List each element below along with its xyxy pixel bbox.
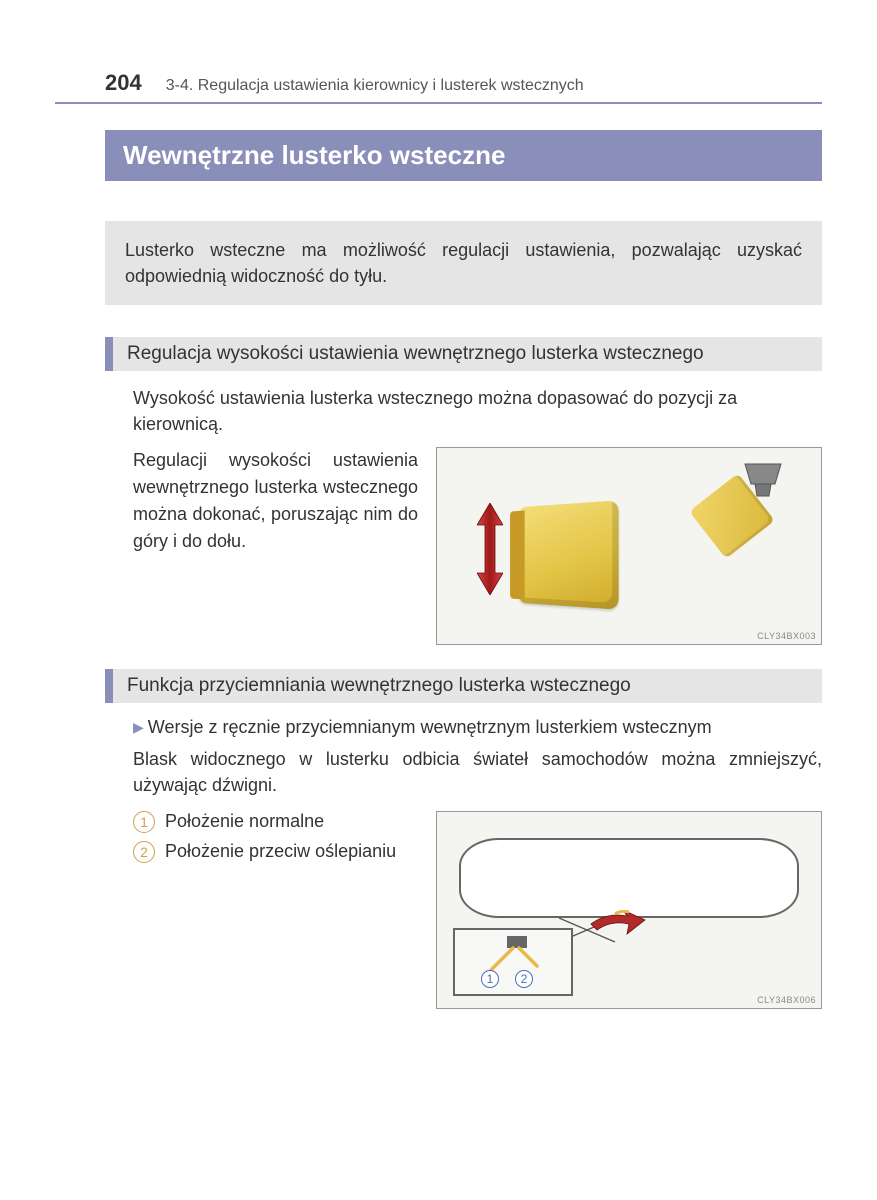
diagram-code-1: CLY34BX003	[757, 631, 816, 641]
mirror-outline-icon	[459, 838, 799, 918]
inset-lever-icon	[489, 936, 545, 976]
inset-box: 1 2	[453, 928, 573, 996]
position-list: 1 Położenie normalne 2 Położenie przeciw…	[133, 811, 418, 1009]
subhead-text: Wersje z ręcznie przyciemnianym wewnętrz…	[148, 717, 712, 737]
section-heading-height: Regulacja wysokości ustawienia wewnętrzn…	[105, 337, 822, 371]
subhead-marker-icon: ▶	[133, 719, 144, 735]
page-header: 204 3-4. Regulacja ustawienia kierownicy…	[55, 70, 822, 96]
page-title: Wewnętrzne lusterko wsteczne	[105, 130, 822, 181]
diagram-mirror-dimming: 1 2 CLY34BX006	[436, 811, 822, 1009]
section2-subhead: ▶Wersje z ręcznie przyciemnianym wewnętr…	[133, 717, 822, 738]
diagram-code-2: CLY34BX006	[757, 995, 816, 1005]
page-number: 204	[105, 70, 142, 96]
lever-arrow-icon	[587, 910, 653, 944]
mirror-body-icon	[518, 501, 619, 610]
section2-para: Blask widocznego w lusterku odbicia świa…	[133, 746, 822, 798]
section-heading-dimming: Funkcja przyciemniania wewnętrznego lust…	[105, 669, 822, 703]
circled-number-1: 1	[133, 811, 155, 833]
section1-para1: Wysokość ustawienia lusterka wstecznego …	[133, 385, 822, 437]
circled-number-2: 2	[133, 841, 155, 863]
header-divider	[55, 102, 822, 104]
up-down-arrow-icon	[477, 503, 503, 595]
list-item-antiglare: 2 Położenie przeciw oślepianiu	[133, 841, 418, 863]
intro-box: Lusterko wsteczne ma możliwość regulacji…	[105, 221, 822, 305]
inset-num-1: 1	[481, 970, 499, 988]
header-section-text: 3-4. Regulacja ustawienia kierownicy i l…	[166, 77, 584, 95]
inset-num-2: 2	[515, 970, 533, 988]
diagram-mirror-height: CLY34BX003	[436, 447, 822, 645]
list-item-normal: 1 Położenie normalne	[133, 811, 418, 833]
item1-label: Położenie normalne	[165, 811, 324, 832]
section1-para2: Regulacji wysokości ustawienia wewnętrzn…	[133, 447, 418, 645]
item2-label: Położenie przeciw oślepianiu	[165, 841, 396, 862]
